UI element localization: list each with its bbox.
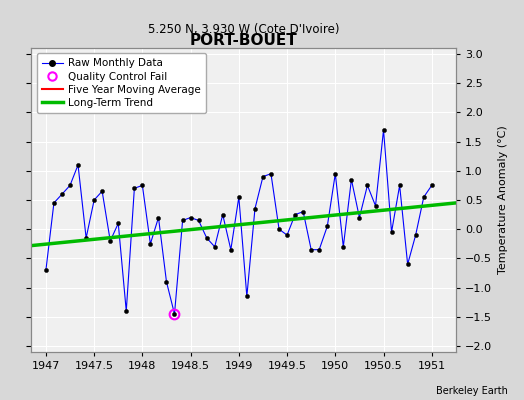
Title: PORT-BOUET: PORT-BOUET <box>190 33 298 48</box>
Y-axis label: Temperature Anomaly (°C): Temperature Anomaly (°C) <box>498 126 508 274</box>
Text: Berkeley Earth: Berkeley Earth <box>436 386 508 396</box>
Legend: Raw Monthly Data, Quality Control Fail, Five Year Moving Average, Long-Term Tren: Raw Monthly Data, Quality Control Fail, … <box>37 53 206 113</box>
Text: 5.250 N, 3.930 W (Cote D'Ivoire): 5.250 N, 3.930 W (Cote D'Ivoire) <box>148 23 340 36</box>
